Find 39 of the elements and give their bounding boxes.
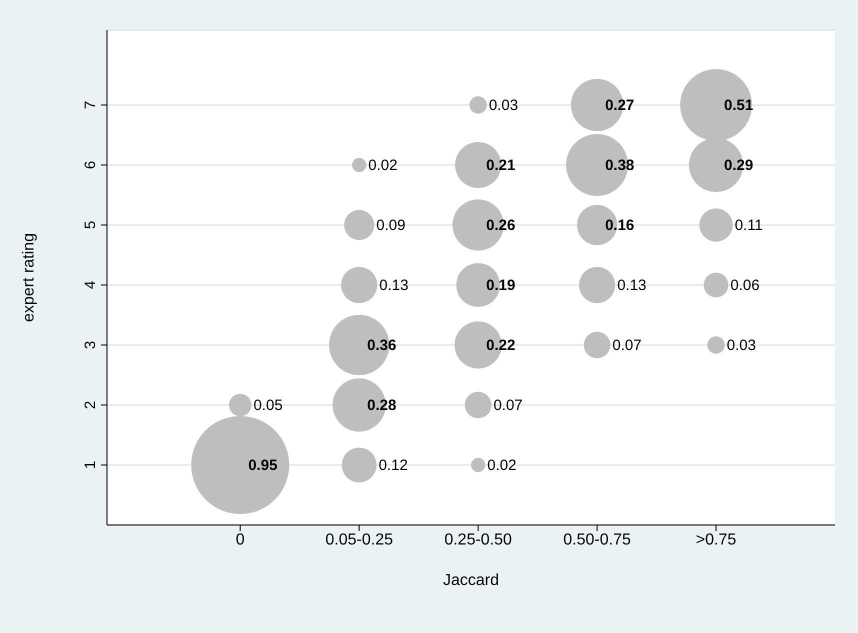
y-tick-label: 5 <box>82 220 99 230</box>
data-label: 0.51 <box>724 97 754 114</box>
data-label: 0.36 <box>367 337 396 354</box>
data-label: 0.03 <box>726 337 756 354</box>
data-label: 0.02 <box>368 157 398 174</box>
y-tick-label: 2 <box>82 400 99 410</box>
data-label: 0.38 <box>605 157 634 174</box>
x-axis-title: Jaccard <box>442 572 500 589</box>
data-label: 0.13 <box>617 277 646 294</box>
y-tick-label: 6 <box>82 160 99 170</box>
y-axis-title: expert rating <box>20 233 38 322</box>
data-label: 0.19 <box>486 277 516 294</box>
data-label: 0.11 <box>734 217 763 234</box>
data-label: 0.12 <box>378 457 408 474</box>
data-label: 0.09 <box>376 217 406 234</box>
data-label: 0.07 <box>493 397 523 414</box>
data-label: 0.26 <box>486 217 516 234</box>
y-tick-label: 4 <box>82 280 99 290</box>
data-label: 0.27 <box>605 97 634 114</box>
y-tick-label: 3 <box>82 340 99 350</box>
data-label: 0.28 <box>367 397 396 414</box>
x-tick-label: 0.50-0.75 <box>563 531 631 548</box>
data-label: 0.05 <box>253 397 283 414</box>
data-label: 0.95 <box>248 457 278 474</box>
x-tick-label: >0.75 <box>696 531 736 548</box>
x-tick-label: 0.25-0.50 <box>444 531 512 548</box>
y-tick-label: 1 <box>82 460 99 470</box>
y-tick-label: 7 <box>82 100 99 110</box>
x-tick-label: 0 <box>236 531 245 548</box>
data-label: 0.13 <box>379 277 409 294</box>
data-label: 0.22 <box>486 337 516 354</box>
x-tick-label: 0.05-0.25 <box>325 531 394 548</box>
data-label: 0.29 <box>724 157 754 174</box>
data-label: 0.06 <box>730 277 760 294</box>
data-label: 0.21 <box>486 157 516 174</box>
data-label: 0.07 <box>612 337 642 354</box>
data-label: 0.16 <box>605 217 634 234</box>
data-label: 0.03 <box>488 97 518 114</box>
data-label: 0.02 <box>487 457 516 474</box>
